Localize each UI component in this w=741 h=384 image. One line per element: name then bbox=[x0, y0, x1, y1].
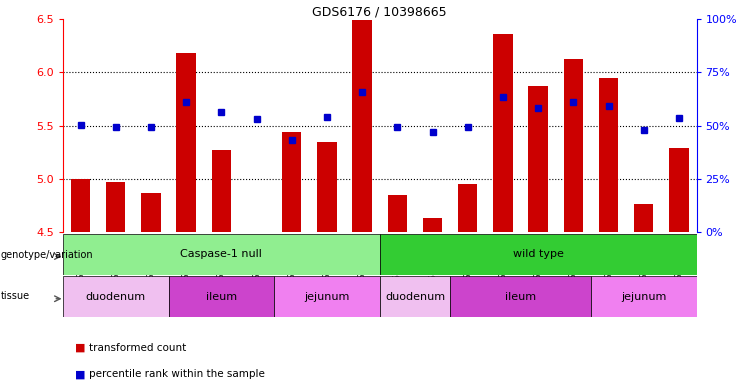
Bar bbox=[106, 182, 125, 232]
Bar bbox=[423, 218, 442, 232]
Bar bbox=[494, 34, 513, 232]
Bar bbox=[458, 184, 477, 232]
Bar bbox=[63, 234, 379, 275]
Bar bbox=[379, 234, 697, 275]
Bar bbox=[379, 276, 450, 317]
Text: jejunum: jejunum bbox=[621, 291, 666, 302]
Bar bbox=[634, 204, 654, 232]
Text: duodenum: duodenum bbox=[385, 291, 445, 302]
Text: ileum: ileum bbox=[505, 291, 536, 302]
Text: jejunum: jejunum bbox=[305, 291, 350, 302]
Text: ileum: ileum bbox=[206, 291, 237, 302]
Text: wild type: wild type bbox=[513, 249, 564, 260]
Bar bbox=[71, 179, 90, 232]
Bar bbox=[168, 276, 274, 317]
Text: duodenum: duodenum bbox=[86, 291, 146, 302]
Bar bbox=[450, 276, 591, 317]
Bar bbox=[669, 148, 688, 232]
Bar bbox=[528, 86, 548, 232]
Bar bbox=[212, 150, 231, 232]
Bar bbox=[176, 53, 196, 232]
Text: ■: ■ bbox=[75, 343, 85, 353]
Bar bbox=[317, 142, 336, 232]
Text: ■: ■ bbox=[75, 369, 85, 379]
Bar bbox=[564, 59, 583, 232]
Text: percentile rank within the sample: percentile rank within the sample bbox=[89, 369, 265, 379]
Bar bbox=[353, 20, 372, 232]
Bar bbox=[591, 276, 697, 317]
Bar bbox=[388, 195, 407, 232]
Bar bbox=[274, 276, 379, 317]
Text: transformed count: transformed count bbox=[89, 343, 186, 353]
Bar bbox=[599, 78, 618, 232]
Bar bbox=[282, 132, 302, 232]
Text: tissue: tissue bbox=[1, 291, 30, 301]
Bar bbox=[63, 276, 169, 317]
Text: genotype/variation: genotype/variation bbox=[1, 250, 93, 260]
Bar bbox=[142, 193, 161, 232]
Text: Caspase-1 null: Caspase-1 null bbox=[181, 249, 262, 260]
Title: GDS6176 / 10398665: GDS6176 / 10398665 bbox=[313, 5, 447, 18]
